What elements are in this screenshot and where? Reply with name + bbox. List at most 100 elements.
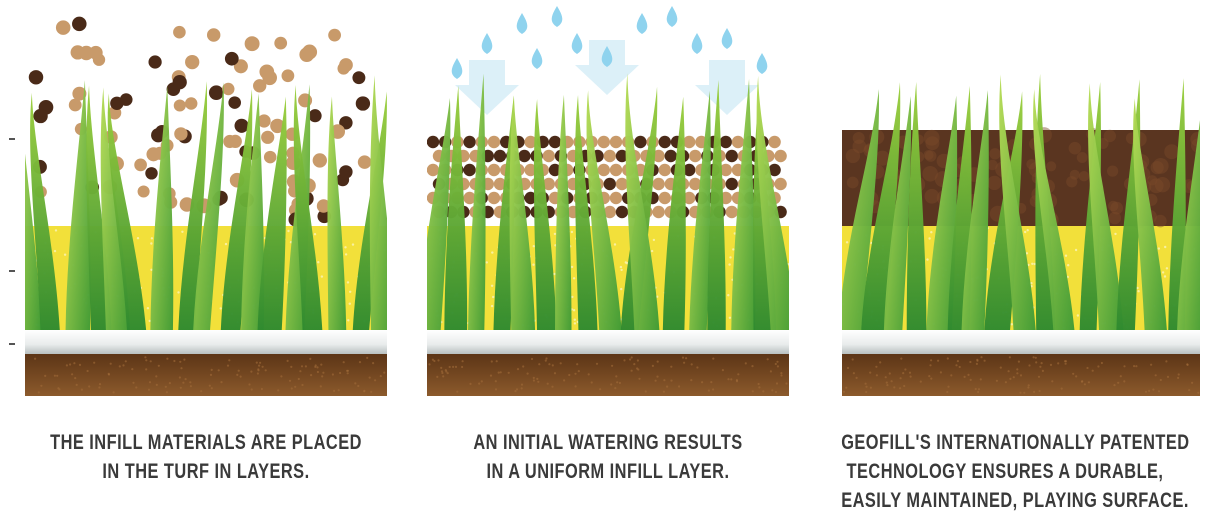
soil-grain <box>499 371 502 374</box>
soil-grain <box>610 383 613 386</box>
soil-grain <box>929 364 932 367</box>
soil-grain <box>865 390 868 394</box>
soil-grain <box>1080 380 1084 383</box>
soil-grain <box>785 382 788 385</box>
soil-grain <box>574 372 577 375</box>
tick-mark-middle <box>9 270 15 272</box>
infill-granule <box>173 25 186 39</box>
soil-grain <box>71 373 74 376</box>
soil-grain <box>74 377 77 380</box>
sand-grain <box>571 295 574 299</box>
soil-grain <box>200 390 203 393</box>
sand-grain <box>219 307 222 310</box>
infill-granule <box>119 93 133 106</box>
soil-grain <box>899 377 902 380</box>
settled-granule <box>1103 129 1117 143</box>
infill-placed-illustration <box>25 16 387 396</box>
soil-grain <box>701 381 704 384</box>
soil-grain <box>766 358 769 361</box>
soil-grain <box>346 369 350 372</box>
soil-grain <box>538 363 541 366</box>
soil-grain <box>86 369 89 373</box>
infill-granule <box>615 149 629 163</box>
soil-grain <box>909 375 912 378</box>
water-droplet <box>721 28 733 49</box>
soil-grain <box>148 381 152 384</box>
panel-durable-surface <box>842 0 1200 410</box>
soil-grain <box>314 365 317 368</box>
grass-blade <box>1033 89 1075 330</box>
soil-grain <box>316 370 319 374</box>
soil-grain <box>437 359 440 362</box>
infill-granule <box>463 191 476 205</box>
soil-grain <box>1035 361 1038 364</box>
sand-grain <box>348 302 351 305</box>
soil-grain <box>179 386 182 389</box>
grass-blade <box>25 153 42 330</box>
settled-granule <box>987 175 1002 191</box>
soil-grain <box>248 383 251 386</box>
soil-grain <box>107 372 110 375</box>
soil-grain <box>979 378 982 381</box>
infill-granule <box>72 86 87 101</box>
settled-granule <box>1068 141 1082 155</box>
infill-granule <box>257 114 271 128</box>
infill-granule <box>609 135 623 149</box>
infill-granule <box>609 191 623 205</box>
sand-grain <box>150 237 154 240</box>
soil-grain <box>277 389 280 392</box>
soil-grain <box>758 386 761 389</box>
soil-grain <box>947 385 950 388</box>
soil-grain <box>712 388 715 391</box>
infill-granule <box>524 163 537 177</box>
soil-grain <box>157 364 160 367</box>
settled-granule <box>1164 144 1180 160</box>
infill-granule <box>28 70 44 85</box>
soil-grain <box>1191 381 1194 384</box>
soil-grain <box>636 359 639 362</box>
soil-grain <box>595 362 599 365</box>
sand-grain <box>136 237 140 240</box>
caption-line: AN INITIAL WATERING RESULTS <box>473 431 743 454</box>
sand-grain <box>492 295 495 299</box>
sand-grain <box>553 232 557 236</box>
soil-grain <box>727 378 730 381</box>
infill-granule <box>524 191 537 205</box>
sand-grain <box>926 258 929 261</box>
grass-blade <box>999 74 1036 330</box>
soil-grain <box>902 372 905 375</box>
infill-granule <box>312 153 327 168</box>
infill-granule <box>615 177 629 191</box>
soil-grain <box>1083 383 1086 386</box>
soil-grain <box>294 385 297 388</box>
settled-granule <box>1107 200 1119 212</box>
soil-grain <box>322 371 325 374</box>
soil-grain <box>1064 362 1067 365</box>
sand-grain <box>1067 264 1070 267</box>
soil-grain <box>1152 388 1155 391</box>
soil-grain <box>358 361 362 364</box>
settled-granule <box>1108 211 1122 225</box>
soil-grain <box>630 356 633 359</box>
soil-grain <box>173 359 176 363</box>
infill-granule <box>244 36 260 52</box>
soil-grain <box>515 388 519 391</box>
settled-granule <box>989 148 1001 160</box>
soil-grain <box>663 379 666 382</box>
infill-granule <box>357 155 372 169</box>
water-droplet <box>571 33 583 54</box>
infill-granule <box>233 59 248 74</box>
tick-mark-top <box>9 138 15 140</box>
grass-blade <box>883 96 912 330</box>
settled-granule <box>1146 175 1158 186</box>
grass-blade <box>193 82 224 330</box>
sand-grain <box>1074 248 1078 252</box>
settled-granule <box>1106 165 1119 177</box>
water-flow-arrow <box>695 60 759 115</box>
soil-grain <box>78 363 82 366</box>
soil-grain <box>899 387 902 390</box>
infill-granule <box>634 135 647 149</box>
soil-grain <box>495 360 498 363</box>
soil-grain <box>884 376 887 379</box>
sand-grain <box>728 316 732 319</box>
